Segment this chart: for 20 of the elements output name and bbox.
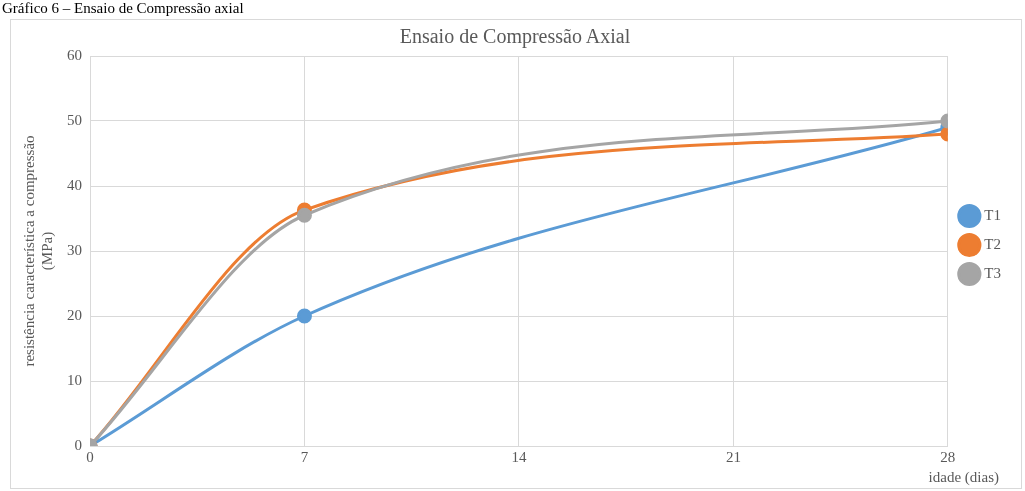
x-axis-title: idade (dias) xyxy=(928,469,999,487)
chart-title: Ensaio de Compressão Axial xyxy=(399,25,631,49)
y-tick-label: 40 xyxy=(67,176,82,193)
y-tick-label: 0 xyxy=(74,436,82,453)
y-tick-label: 20 xyxy=(67,306,82,323)
x-tick-label: 28 xyxy=(940,448,956,465)
text: Gráfico 6 – Ensaio de Compressão axial xyxy=(2,0,244,17)
x-tick-label: 7 xyxy=(300,448,309,465)
y-tick-label: 10 xyxy=(67,371,82,388)
y-axis-title: resistência característica a compressão (MPa) xyxy=(20,135,56,367)
legend-label: T3 xyxy=(984,264,1002,281)
y-tick-label: 30 xyxy=(67,241,82,258)
y-tick-label: 50 xyxy=(67,111,82,128)
x-tick-label: 14 xyxy=(511,448,527,465)
legend-label: T2 xyxy=(984,235,1002,252)
x-tick-label: 21 xyxy=(725,448,741,465)
legend-label: T1 xyxy=(984,206,1002,223)
x-tick-label: 0 xyxy=(86,448,94,465)
y-tick-label: 60 xyxy=(67,46,82,63)
point xyxy=(296,308,312,324)
